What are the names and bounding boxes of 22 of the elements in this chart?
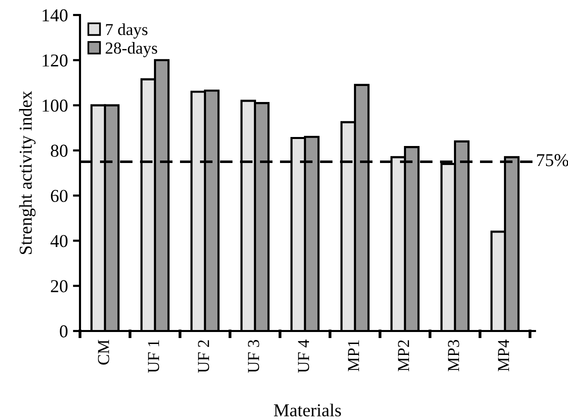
y-tick-label: 100 <box>42 100 68 112</box>
y-axis-title: Strenght activity index <box>19 90 36 254</box>
x-tick-label: UF 3 <box>248 340 260 373</box>
x-tick-label: MP2 <box>398 340 410 372</box>
legend-label: 28-days <box>106 42 158 58</box>
y-tick-label: 0 <box>60 325 68 338</box>
x-tick-label: MP3 <box>448 340 460 372</box>
x-tick-label: UF 4 <box>298 340 310 373</box>
x-tick-label: UF 1 <box>148 340 160 373</box>
y-tick-label: 40 <box>50 234 68 248</box>
ref-line-label: 75% <box>537 154 568 166</box>
y-tick-label: 140 <box>42 9 68 22</box>
x-tick-label: CM <box>98 340 110 365</box>
x-axis-title: Materials <box>274 404 341 416</box>
y-tick-label: 120 <box>42 54 68 67</box>
x-tick-label: UF 2 <box>198 340 210 373</box>
x-tick-label: MP1 <box>348 340 360 372</box>
y-tick-label: 20 <box>50 280 68 292</box>
x-tick-label: MP4 <box>498 340 510 372</box>
y-tick-label: 80 <box>50 144 68 157</box>
legend-label: 7 days <box>106 23 148 39</box>
y-tick-label: 60 <box>50 190 68 202</box>
